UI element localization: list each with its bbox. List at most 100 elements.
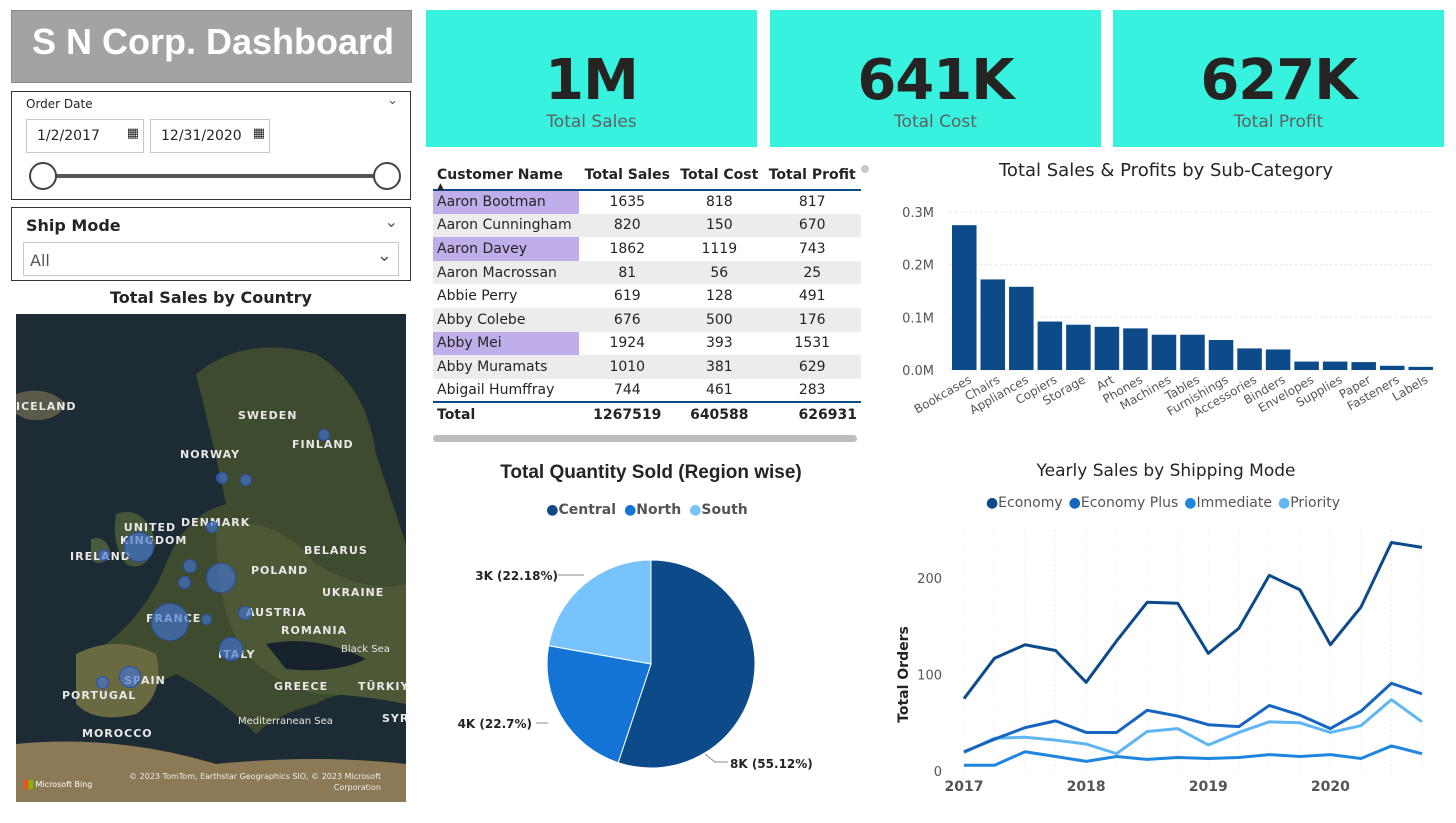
pie-slice[interactable] [548,559,652,665]
table-row[interactable]: Abby Colebe 676 500 176 [433,307,861,332]
table-row[interactable]: Aaron Davey 1862 1119 743 [433,237,861,261]
table-row[interactable]: Aaron Macrossan 81 56 25 [433,260,861,285]
map-bubble-portugal[interactable] [96,676,109,689]
column-header-total-cost[interactable]: Total Cost [680,166,759,183]
map-bubble-uk[interactable] [124,532,154,562]
table-row[interactable]: Abby Mei 1924 393 1531 [433,331,861,356]
bar[interactable] [1009,286,1034,370]
date-slider-track[interactable] [42,174,388,178]
legend-item[interactable]: ●Priority [1278,495,1340,511]
kpi-value: 641K [857,48,1014,113]
column-header-customer-name[interactable]: Customer Name [437,166,563,183]
pie-slice[interactable] [617,559,756,769]
ship-mode-slicer[interactable]: Ship Mode ⌄ All ⌄ [11,207,411,281]
map-bubble-italy[interactable] [219,637,243,661]
date-slider-start-handle[interactable] [29,162,57,190]
map-bubble-finland[interactable] [318,429,330,441]
table-row[interactable]: Abigail Humffray 744 461 283 [433,379,861,403]
bar[interactable] [1180,334,1205,370]
bar[interactable] [980,279,1006,370]
value-cell: 1010 [609,358,646,375]
bar[interactable] [1123,328,1148,370]
bar[interactable] [1408,366,1433,370]
start-date-input[interactable]: 1/2/2017 ▦ [26,119,144,153]
table-row[interactable]: Abby Muramats 1010 381 629 [433,355,861,379]
legend-item[interactable]: ●North [624,502,681,518]
kpi-total-profit: 627K Total Profit [1113,10,1444,147]
horizontal-scrollbar[interactable] [433,435,857,442]
customer-name-cell: Abigail Humffray [437,382,555,399]
value-cell: 1862 [609,240,646,257]
bar[interactable] [1151,334,1177,370]
map-bubble-germany[interactable] [206,563,236,593]
legend-item[interactable]: ●Immediate [1184,495,1272,511]
total-profit: 626931 [798,406,857,423]
bar[interactable] [1237,348,1262,370]
sort-ascending-icon[interactable]: ▲ [437,182,444,192]
legend-label: North [636,502,682,518]
map-bubble-ireland[interactable] [98,549,110,561]
column-header-total-sales[interactable]: Total Sales [584,166,670,183]
map-bubble-france[interactable] [151,603,189,641]
map-bubble-spain[interactable] [119,666,141,688]
bar[interactable] [1294,361,1319,370]
map-label: GREECE [274,680,329,693]
map-bubble-sweden[interactable] [240,474,252,486]
table-row[interactable]: Abbie Perry 619 128 491 [433,284,861,308]
series-line[interactable] [963,681,1423,754]
order-date-slicer[interactable]: Order Date ⌄ 1/2/2017 ▦ 12/31/2020 ▦ [11,91,411,200]
series-line[interactable] [962,541,1423,700]
map-bubble-belgium[interactable] [178,576,191,589]
bar[interactable] [1322,361,1348,370]
bing-label: Microsoft Bing [35,780,93,789]
chevron-down-icon[interactable]: ⌄ [384,212,398,231]
end-date-input[interactable]: 12/31/2020 ▦ [150,119,270,153]
bing-logo: Microsoft Bing [24,780,92,789]
ship-mode-value: All [30,251,50,270]
legend-item[interactable]: ●Economy [986,495,1063,511]
customer-table[interactable]: Customer Name Total Sales Total Cost Tot… [433,160,869,445]
series-line[interactable] [964,744,1423,767]
bar[interactable] [1208,339,1234,370]
pie-leader-line [704,753,728,763]
map-bubble-norway[interactable] [216,472,228,484]
ship-mode-dropdown[interactable]: All ⌄ [23,242,399,276]
bar[interactable] [1379,365,1405,370]
customer-name-cell: Aaron Cunningham [437,217,572,234]
map-bubble-netherlands[interactable] [183,559,197,573]
date-slider-end-handle[interactable] [373,162,401,190]
chevron-down-icon[interactable]: ⌄ [387,93,398,108]
bar[interactable] [1351,362,1376,370]
kpi-label: Total Profit [1233,112,1324,132]
calendar-icon[interactable]: ▦ [252,126,265,141]
bar[interactable] [1037,321,1063,370]
y-tick-label: 200 [917,572,942,587]
map-label: ICELAND [16,400,77,413]
bar[interactable] [1265,349,1291,370]
legend-item[interactable]: ●Economy Plus [1069,495,1179,511]
table-row[interactable]: Aaron Cunningham 820 150 670 [433,213,861,238]
start-date-value: 1/2/2017 [37,128,100,144]
calendar-icon[interactable]: ▦ [126,126,139,141]
column-header-total-profit[interactable]: Total Profit [768,166,856,183]
map-bubble-switzerland[interactable] [201,614,212,625]
series-line[interactable] [963,698,1423,756]
legend-item[interactable]: ●South [689,502,748,518]
map-bubble-denmark[interactable] [206,521,218,533]
legend-item[interactable]: ●Central [546,502,616,518]
sales-map[interactable]: ICELAND SWEDEN FINLAND NORWAY UNITED KINGDOM… [16,314,406,802]
table-row[interactable]: Aaron Bootman 1635 818 817 [433,190,861,214]
customer-name-cell: Aaron Macrossan [437,264,557,281]
bar[interactable] [1094,326,1120,370]
chevron-down-icon[interactable]: ⌄ [376,245,392,266]
pie-slice[interactable] [546,645,652,764]
pie-chart[interactable]: 8K (55.12%) 4K (22.7%) 3K (22.18%) [440,530,870,815]
bar[interactable] [1066,324,1091,370]
bar-chart[interactable]: 0.3M0.2M0.1M0.0MBookcasesChairsAppliance… [880,185,1450,435]
value-cell: 461 [705,382,733,399]
vertical-scrollbar[interactable] [861,165,869,173]
map-bubble-austria[interactable] [238,606,252,620]
legend-dot-icon: ● [1184,495,1197,511]
bar[interactable] [952,225,977,370]
